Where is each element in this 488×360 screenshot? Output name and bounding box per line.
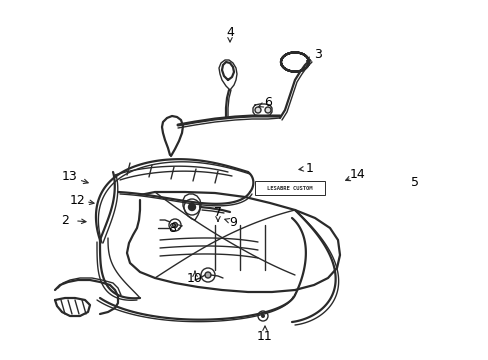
Circle shape: [254, 107, 261, 113]
Circle shape: [188, 203, 195, 211]
Text: 10: 10: [187, 271, 203, 284]
Text: 1: 1: [305, 162, 313, 175]
Text: 11: 11: [257, 329, 272, 342]
Text: 2: 2: [61, 213, 69, 226]
Text: 13: 13: [62, 171, 78, 184]
Text: 8: 8: [168, 221, 176, 234]
Text: 14: 14: [349, 168, 365, 181]
Circle shape: [204, 272, 210, 278]
Text: 9: 9: [228, 216, 237, 229]
Bar: [254, 181, 325, 195]
Text: LESABRE CUSTOM: LESABRE CUSTOM: [267, 185, 312, 190]
Text: 6: 6: [264, 96, 271, 109]
Text: 4: 4: [225, 26, 233, 39]
Text: 7: 7: [214, 207, 222, 220]
Circle shape: [261, 314, 264, 318]
Circle shape: [172, 222, 177, 228]
Text: 12: 12: [70, 194, 86, 207]
Text: 3: 3: [313, 49, 321, 62]
Circle shape: [264, 107, 270, 113]
Text: 5: 5: [410, 176, 418, 189]
